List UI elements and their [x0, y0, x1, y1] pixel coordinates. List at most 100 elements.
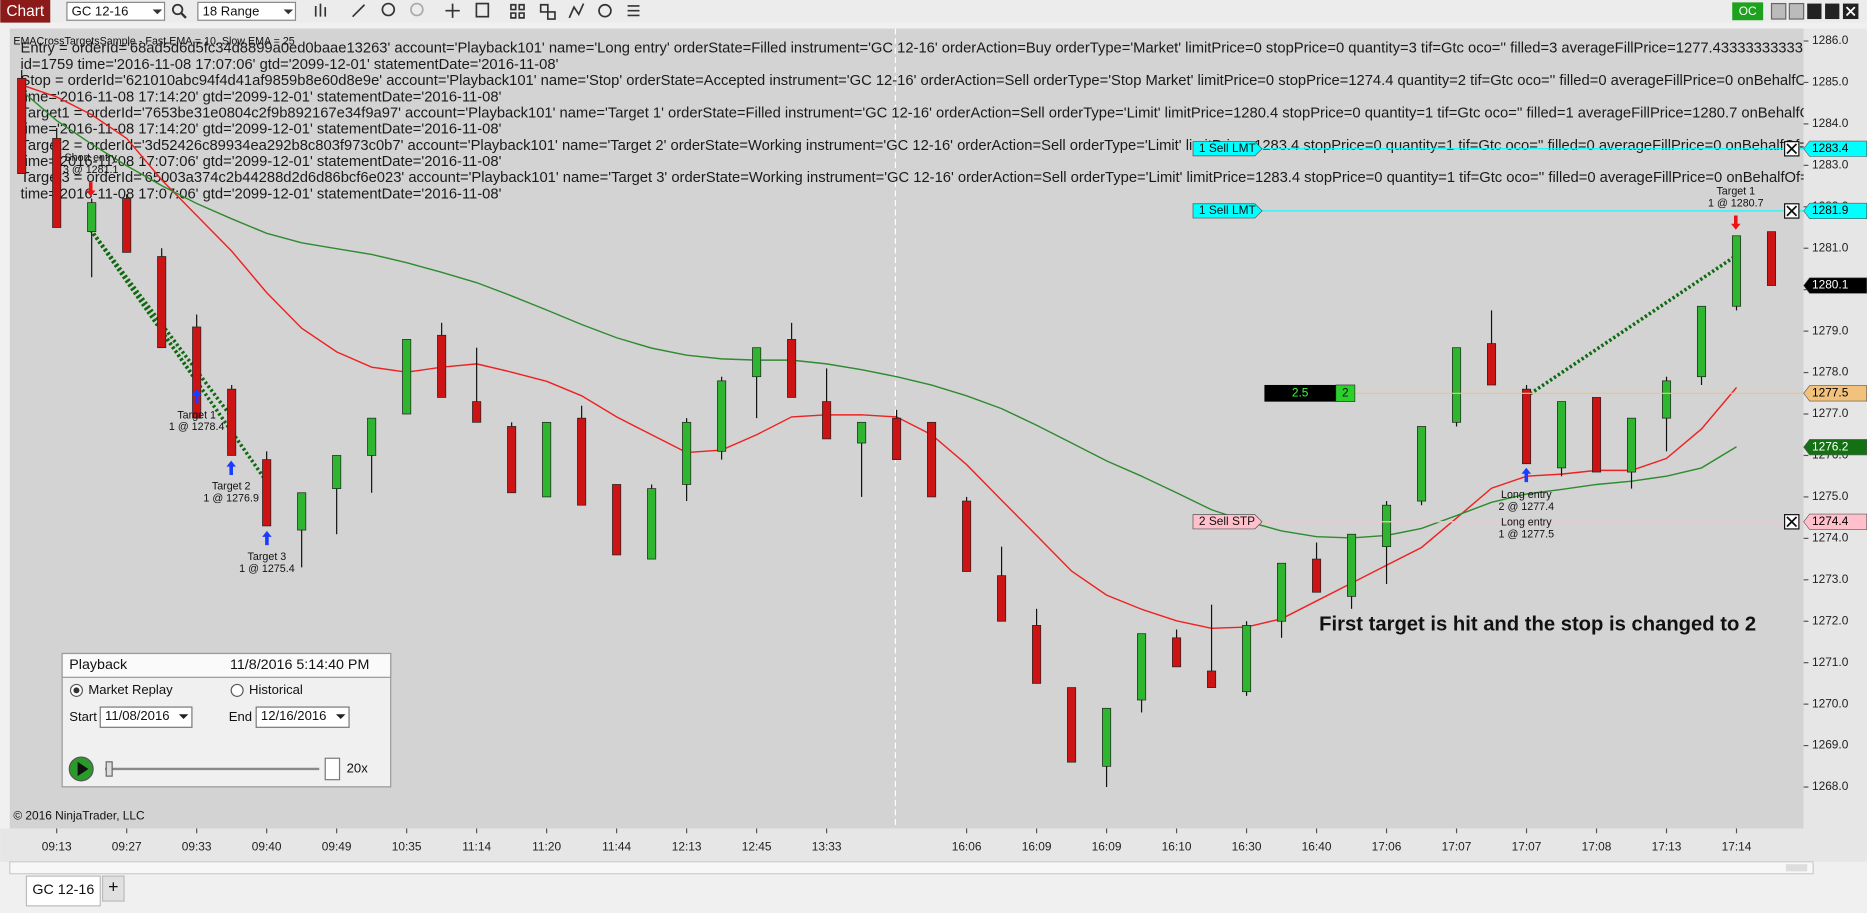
candle-body: [437, 334, 447, 398]
x-tick-label: 09:33: [182, 840, 212, 854]
candle-body: [1626, 417, 1637, 473]
x-tick-label: 12:45: [742, 840, 772, 854]
x-tick-label: 11:14: [462, 840, 491, 854]
y-tick-label: 1273.0: [1812, 572, 1849, 586]
price-axis: [1803, 28, 1867, 829]
tab[interactable]: [25, 875, 101, 907]
y-tick-label: 1278.0: [1812, 365, 1849, 379]
oc-button[interactable]: [1732, 2, 1764, 21]
execution-label: Target 1: [177, 409, 216, 421]
y-tick-label: 1281.0: [1812, 240, 1849, 254]
candle-body: [1452, 347, 1462, 423]
candle-body: [577, 417, 587, 506]
x-tick-label: 16:10: [1162, 840, 1192, 854]
order-close-x: [1786, 516, 1798, 528]
scrollbar[interactable]: [9, 861, 1814, 875]
start-select[interactable]: [99, 706, 193, 728]
start-date[interactable]: 11/08/2016: [105, 708, 169, 723]
playback-header: [61, 652, 392, 678]
time-axis: [0, 828, 1867, 862]
y-tick-label: 1275.0: [1812, 489, 1849, 503]
tab-label[interactable]: GC 12-16: [32, 882, 94, 898]
candle-body: [1102, 707, 1112, 767]
oc-label[interactable]: OC: [1739, 4, 1757, 18]
candle-body: [1067, 687, 1077, 763]
toolbar: [0, 0, 1867, 23]
speed-spinner[interactable]: [324, 757, 341, 781]
x-tick-label: 10:35: [392, 840, 422, 854]
order-log-line: time='2016-11-08 17:14:20' gtd='2099-12-…: [21, 89, 502, 105]
x-tick-label: 12:13: [672, 840, 702, 854]
order-log-line: Stop = orderId='621010abc94f4d41af9859b8…: [21, 73, 1867, 89]
chart-button[interactable]: [0, 0, 51, 23]
order-line-label[interactable]: 2 Sell STP: [1199, 514, 1255, 528]
candle-body: [227, 388, 237, 456]
price-tag-label: 1277.5: [1812, 385, 1849, 399]
end-select[interactable]: [255, 706, 350, 728]
candle-body: [1207, 670, 1217, 688]
order-line-box[interactable]: [1192, 514, 1263, 530]
order-line-box[interactable]: [1192, 203, 1263, 219]
candle-body: [122, 198, 132, 253]
candle-body: [17, 77, 27, 174]
execution-detail: 1 @ 1278.4: [169, 421, 225, 433]
order-line-label[interactable]: 1 Sell LMT: [1199, 141, 1256, 155]
candle-body: [1242, 625, 1252, 693]
bar-type-select[interactable]: [197, 1, 297, 21]
candle-body: [1557, 401, 1567, 469]
tab-bar: [0, 876, 1867, 913]
order-log-line: Target1 = orderId='7653be31e0804c2f9b892…: [21, 105, 1867, 121]
radio-replay-label[interactable]: Market Replay: [88, 682, 173, 697]
add-tab[interactable]: [102, 875, 125, 902]
x-tick-label: 09:13: [42, 840, 72, 854]
execution-arrow: [1731, 215, 1741, 230]
execution-arrow: [226, 460, 236, 475]
x-tick-label: 13:33: [812, 840, 842, 854]
radio-historical-label[interactable]: Historical: [249, 682, 303, 697]
candle-body: [1277, 562, 1287, 622]
play-icon: [77, 761, 89, 777]
y-tick-label: 1269.0: [1812, 738, 1849, 752]
candle-body: [332, 455, 342, 489]
window-buttons[interactable]: [1770, 2, 1859, 20]
y-tick-label: 1284.0: [1812, 116, 1849, 130]
radio-historical[interactable]: [230, 683, 244, 697]
candle-body: [542, 421, 552, 498]
candle-body: [787, 339, 797, 398]
candle-body: [1137, 633, 1147, 701]
candle-body: [52, 138, 62, 228]
start-label: Start: [69, 709, 97, 724]
candle-body: [1766, 231, 1777, 286]
chart-button-label[interactable]: Chart: [6, 3, 45, 20]
execution-label: Short entry: [65, 152, 118, 164]
end-date[interactable]: 12/16/2016: [261, 708, 326, 723]
order-line-box[interactable]: [1192, 141, 1263, 157]
candle-body: [1731, 235, 1742, 307]
scroll-thumb[interactable]: [1785, 864, 1808, 872]
candle-body: [192, 326, 202, 419]
y-tick-label: 1271.0: [1812, 655, 1849, 669]
y-tick-label: 1283.0: [1812, 157, 1849, 171]
y-tick-label: 1286.0: [1812, 33, 1849, 47]
slider-thumb[interactable]: [105, 761, 113, 777]
toolbar-icons[interactable]: [314, 2, 640, 20]
search-icon: [180, 12, 187, 19]
search-icon[interactable]: [171, 3, 184, 16]
playback-panel: Playback 11/8/2016 5:14:40 PM Market Rep…: [61, 652, 392, 788]
candle-body: [1522, 388, 1532, 465]
candle-body: [717, 380, 727, 452]
position-qty-box[interactable]: [1335, 384, 1356, 402]
add-tab-label[interactable]: +: [108, 877, 118, 897]
candle-body: [1172, 637, 1182, 668]
order-line-label[interactable]: 1 Sell LMT: [1199, 203, 1256, 217]
y-tick-label: 1270.0: [1812, 696, 1849, 710]
x-tick-label: 09:49: [322, 840, 352, 854]
instrument-label[interactable]: GC 12-16: [72, 3, 129, 18]
order-log-line: time='2016-11-08 17:07:06' gtd='2099-12-…: [21, 154, 502, 170]
bar-type-label[interactable]: 18 Range: [203, 3, 260, 18]
execution-detail: 1 @ 1280.7: [1708, 197, 1764, 209]
plot-content: EMACrossTargetsSample - Fast EMA = 10, S…: [13, 35, 1867, 788]
instrument-select[interactable]: [66, 1, 166, 21]
